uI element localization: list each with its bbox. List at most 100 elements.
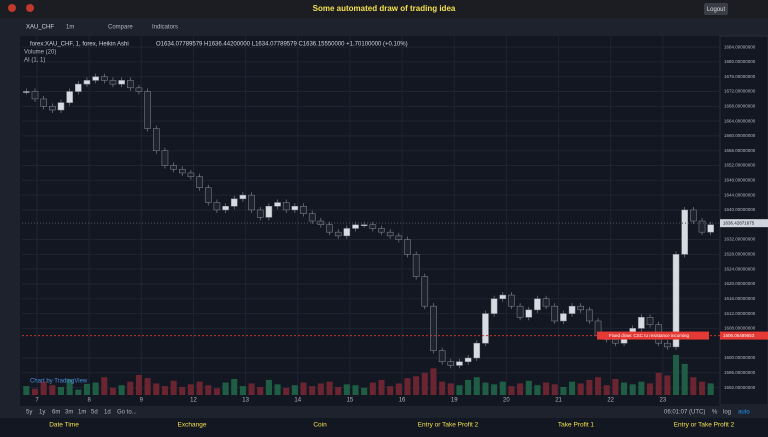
candle-body xyxy=(568,305,576,314)
volume-bar xyxy=(430,368,437,395)
volume-bar xyxy=(231,379,238,395)
footer-tab[interactable]: Exchange xyxy=(178,422,207,429)
footer-tab[interactable]: Date Time xyxy=(49,422,79,429)
auto-toggle[interactable]: auto xyxy=(738,410,750,416)
candle-body xyxy=(360,224,368,227)
footer-tab[interactable]: Entry or Take Profit 2 xyxy=(674,422,735,429)
header-bar xyxy=(0,0,768,18)
range-button[interactable]: 3m xyxy=(65,410,73,416)
candle-body xyxy=(161,150,169,166)
candle-body xyxy=(646,317,654,325)
volume-bar xyxy=(101,377,108,395)
x-tick-label: 7 xyxy=(35,398,39,404)
watermark: Chart by TradingView xyxy=(30,379,88,385)
last-price-label: 1636.42871675 xyxy=(723,220,755,225)
candle-body xyxy=(525,309,533,318)
range-button[interactable]: Go to... xyxy=(117,410,137,416)
candle-body xyxy=(101,76,108,81)
candle-body xyxy=(291,205,299,211)
candle-body xyxy=(577,305,585,311)
volume-bar xyxy=(274,384,281,395)
volume-bar xyxy=(447,383,454,395)
y-tick-label: 1664.00000000 xyxy=(724,118,756,123)
candle-body xyxy=(447,361,455,366)
volume-bar xyxy=(369,382,376,395)
range-button[interactable]: 5y xyxy=(26,410,32,416)
range-button[interactable]: 1m xyxy=(78,410,86,416)
candle-body xyxy=(369,224,377,229)
volume-bar xyxy=(239,386,246,395)
y-tick-label: 1608.00000000 xyxy=(724,326,756,331)
y-tick-label: 1652.00000000 xyxy=(724,163,756,168)
volume-bar xyxy=(49,385,56,395)
candle-body xyxy=(664,342,671,348)
volume-bar xyxy=(343,384,350,395)
candle-body xyxy=(230,198,238,207)
candle-body xyxy=(308,213,316,222)
footer-tab[interactable]: Coin xyxy=(313,422,327,429)
volume-bar xyxy=(577,383,584,395)
volume-bar xyxy=(482,382,489,395)
candle-body xyxy=(83,80,91,85)
candle-body xyxy=(57,102,65,111)
candle-body xyxy=(109,80,117,85)
indicators[interactable]: Indicators xyxy=(152,25,178,31)
volume-bar xyxy=(265,379,272,395)
volume-bar xyxy=(473,377,480,395)
candle-body xyxy=(300,205,307,214)
candle-body xyxy=(690,209,697,222)
volume-bar xyxy=(257,387,264,395)
x-tick-label: 20 xyxy=(503,398,510,404)
symbol[interactable]: XAU_CHF xyxy=(26,25,54,31)
candle-body xyxy=(404,239,411,255)
volume-bar xyxy=(638,381,645,395)
volume-bar xyxy=(456,385,463,395)
candle-body xyxy=(698,220,706,233)
footer-tab[interactable]: Entry or Take Profit 2 xyxy=(418,422,479,429)
candle-body xyxy=(438,350,446,362)
candle-body xyxy=(66,91,73,103)
candle-body xyxy=(586,309,593,322)
volume-bar xyxy=(187,384,194,395)
volume-bar xyxy=(57,387,65,395)
range-bar xyxy=(0,406,768,418)
candle-body xyxy=(31,91,39,100)
volume-bar xyxy=(153,383,160,395)
candle-body xyxy=(118,80,125,85)
range-button[interactable]: 1d xyxy=(104,410,111,416)
volume-bar xyxy=(664,375,671,395)
candle-body xyxy=(40,98,47,107)
y-tick-label: 1616.00000000 xyxy=(724,296,756,301)
volume-bar xyxy=(543,382,550,395)
candle-body xyxy=(490,298,498,314)
volume-bar xyxy=(222,382,229,395)
range-button[interactable]: 1y xyxy=(39,410,45,416)
volume-bar xyxy=(179,387,186,395)
compare[interactable]: Compare xyxy=(108,25,133,31)
range-button[interactable]: 5d xyxy=(91,410,98,416)
y-tick-label: 1648.00000000 xyxy=(724,178,756,183)
candle-body xyxy=(516,305,524,318)
log-toggle[interactable]: log xyxy=(723,410,731,416)
candle-body xyxy=(196,176,203,188)
volume-bar xyxy=(707,383,714,395)
annotation: Fixed draw: CSC to resistance incoming xyxy=(609,333,690,338)
percent-toggle[interactable]: % xyxy=(712,410,718,416)
y-tick-label: 1600.00000000 xyxy=(724,355,756,360)
logout-label[interactable]: Logout xyxy=(707,7,726,13)
volume-bar xyxy=(413,376,420,395)
range-button[interactable]: 6m xyxy=(52,410,60,416)
volume-bar xyxy=(170,380,177,395)
candle-body xyxy=(204,187,212,203)
logout-button[interactable] xyxy=(704,3,728,15)
footer-tab[interactable]: Take Profit 1 xyxy=(558,422,595,429)
x-tick-label: 23 xyxy=(660,398,667,404)
page-title: Some automated draw of trading idea xyxy=(313,4,456,13)
volume-bar xyxy=(127,381,134,395)
interval[interactable]: 1m xyxy=(66,25,74,31)
legend-main: forex:XAU_CHF, 1, forex, Heikin Ashi xyxy=(30,42,129,48)
x-tick-label: 8 xyxy=(87,398,91,404)
marker-price-label: 1606.05489653 xyxy=(723,333,755,338)
